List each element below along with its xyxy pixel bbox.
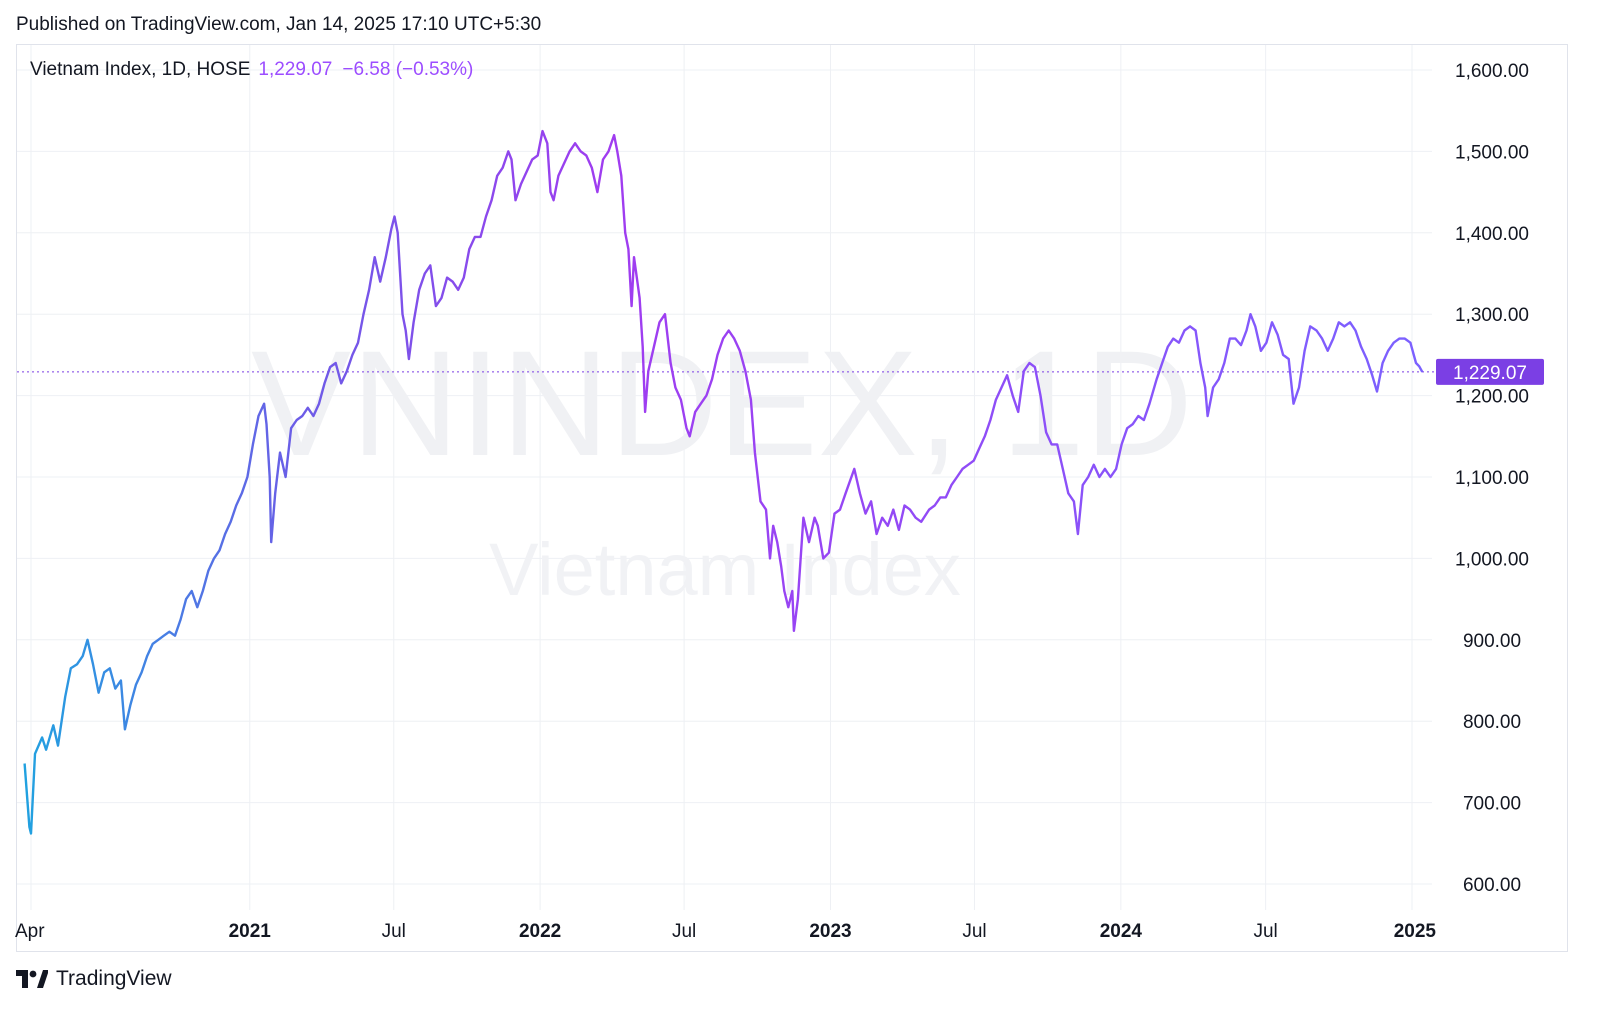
x-tick-label: 2025 bbox=[1394, 921, 1437, 942]
footer-brand-name: TradingView bbox=[56, 967, 172, 990]
legend[interactable]: Vietnam Index, 1D, HOSE 1,229.07 −6.58 (−0… bbox=[30, 59, 473, 81]
legend-symbol: Vietnam Index, 1D, HOSE bbox=[30, 59, 251, 80]
x-tick-label: 2023 bbox=[809, 921, 851, 942]
y-tick-label: 1,300.00 bbox=[1455, 305, 1529, 326]
y-tick-label: 1,400.00 bbox=[1455, 224, 1529, 245]
last-price-tag: 1,229.07 bbox=[1436, 358, 1544, 385]
published-caption: Published on TradingView.com, Jan 14, 20… bbox=[16, 14, 542, 35]
y-tick-label: 600.00 bbox=[1463, 875, 1521, 896]
x-tick-label: 2022 bbox=[519, 921, 561, 942]
last-price-tag-label: 1,229.07 bbox=[1453, 363, 1527, 384]
x-tick-label: Jul bbox=[672, 921, 696, 942]
x-tick-label: Apr bbox=[15, 921, 45, 942]
x-tick-label: Jul bbox=[962, 921, 986, 942]
legend-change: −6.58 (−0.53%) bbox=[342, 59, 474, 80]
x-tick-label: Jul bbox=[1253, 921, 1277, 942]
last-price-tag-bg bbox=[1436, 358, 1544, 385]
y-tick-label: 1,500.00 bbox=[1455, 142, 1529, 163]
y-tick-label: 1,100.00 bbox=[1455, 468, 1529, 489]
x-tick-label: Jul bbox=[382, 921, 406, 942]
chart-frame bbox=[16, 44, 1568, 952]
grid-lines bbox=[17, 45, 1432, 910]
y-tick-label: 900.00 bbox=[1463, 631, 1521, 652]
footer-brand[interactable]: TradingView bbox=[16, 967, 172, 991]
y-tick-label: 1,200.00 bbox=[1455, 387, 1529, 408]
x-tick-label: 2024 bbox=[1100, 921, 1143, 942]
x-axis: Apr 2021 Jul 2022 Jul 2023 Jul 2024 Jul 2025 bbox=[15, 921, 1436, 942]
y-tick-label: 800.00 bbox=[1463, 712, 1521, 733]
series-line-vnindex bbox=[23, 129, 1424, 835]
x-tick-label: 2021 bbox=[229, 921, 272, 942]
y-tick-label: 700.00 bbox=[1463, 794, 1521, 815]
y-tick-label: 1,600.00 bbox=[1455, 61, 1529, 82]
watermark-sub: Vietnam Index bbox=[489, 528, 961, 611]
legend-last-value: 1,229.07 bbox=[258, 59, 333, 80]
y-tick-label: 1,000.00 bbox=[1455, 549, 1529, 570]
y-axis: 1,600.00 1,500.00 1,400.00 1,300.00 1,200.00… bbox=[1455, 61, 1529, 896]
tradingview-logo-icon bbox=[16, 970, 48, 988]
